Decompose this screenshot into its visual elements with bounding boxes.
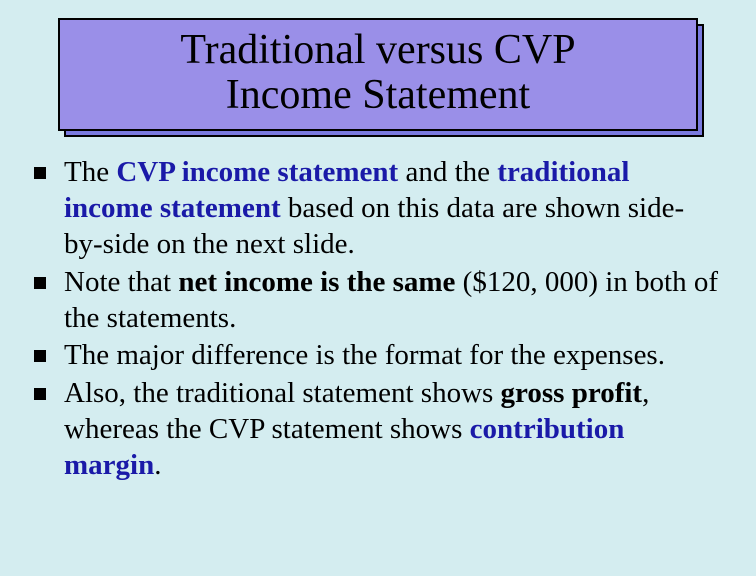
slide-title-container: Traditional versus CVP Income Statement xyxy=(58,18,698,131)
bullet-list: The CVP income statement and the traditi… xyxy=(28,155,728,485)
body-text: The xyxy=(64,156,116,188)
bullet-item: Note that net income is the same ($120, … xyxy=(30,265,722,337)
title-line-2: Income Statement xyxy=(80,73,676,118)
bullet-item: Also, the traditional statement shows gr… xyxy=(30,376,722,484)
body-text: Also, the traditional statement shows xyxy=(64,377,501,409)
bullet-item: The CVP income statement and the traditi… xyxy=(30,155,722,263)
body-text: and the xyxy=(398,156,497,188)
emph-bold-text: gross profit xyxy=(501,377,643,409)
emph-bold-text: net income is the same xyxy=(178,266,455,298)
emph-link-text: CVP income statement xyxy=(116,156,398,188)
body-text: Note that xyxy=(64,266,178,298)
body-text: The major difference is the format for t… xyxy=(64,339,665,371)
body-text: . xyxy=(154,449,161,481)
bullet-item: The major difference is the format for t… xyxy=(30,338,722,374)
title-line-1: Traditional versus CVP xyxy=(80,28,676,73)
title-box: Traditional versus CVP Income Statement xyxy=(58,18,698,131)
